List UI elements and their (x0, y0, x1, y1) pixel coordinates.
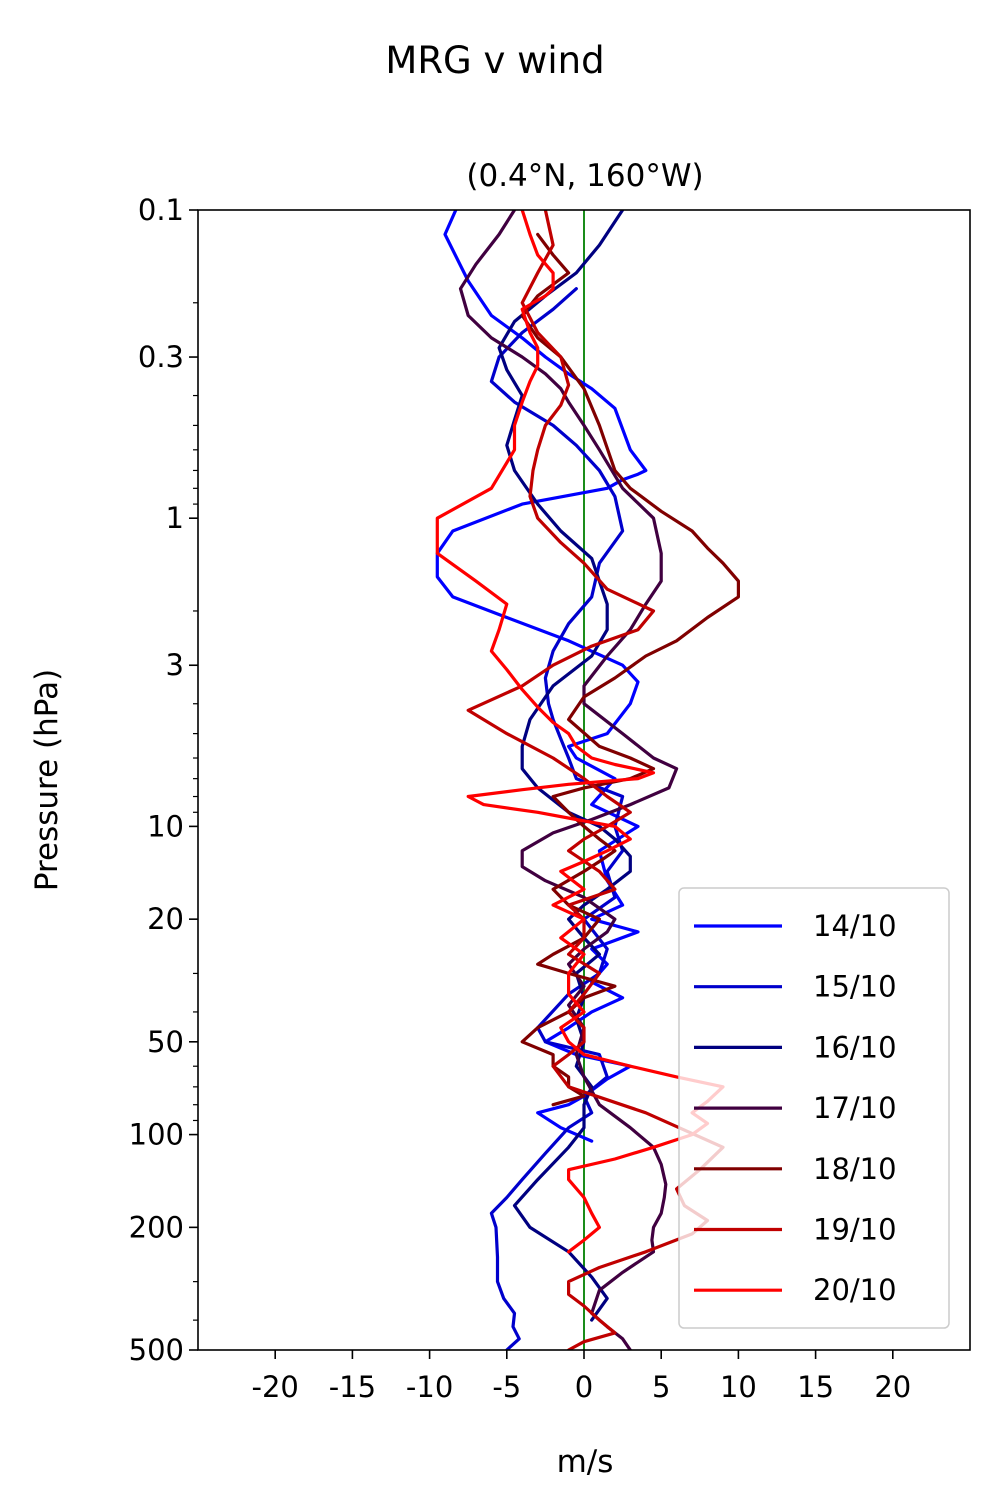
series-line-3 (497, 210, 632, 1322)
x-tick-label: -20 (252, 1370, 299, 1404)
y-tick-label: 1 (166, 501, 184, 535)
y-tick-label: 200 (129, 1210, 184, 1244)
y-tick-label: 100 (129, 1118, 184, 1152)
x-tick-label: -5 (492, 1370, 521, 1404)
y-tick-label: 0.3 (138, 340, 184, 374)
x-tick-label: 10 (720, 1370, 757, 1404)
legend-box (678, 887, 950, 1329)
axes-title: (0.4°N, 160°W) (466, 158, 703, 194)
y-tick-label: 20 (147, 902, 184, 936)
y-axis: 0.1 0.3 1 3 10 20 50 100 200 500 (129, 193, 198, 1367)
series-line-2 (489, 287, 625, 1350)
legend-label: 17/10 (813, 1091, 897, 1125)
y-tick-label: 3 (166, 648, 184, 682)
legend-label: 14/10 (813, 909, 897, 943)
legend-label: 16/10 (813, 1030, 897, 1064)
y-tick-label: 50 (147, 1025, 184, 1059)
legend: 14/10 15/10 16/10 17/10 18/10 19/10 20/10 (678, 887, 950, 1329)
figure-title: MRG v wind (385, 39, 604, 82)
x-tick-label: 15 (797, 1370, 834, 1404)
y-tick-label: 0.1 (138, 193, 184, 227)
y-axis-label: Pressure (hPa) (29, 669, 65, 891)
x-axis: -20 -15 -10 -5 0 5 10 15 20 (252, 1350, 911, 1404)
x-tick-label: 5 (652, 1370, 670, 1404)
legend-label: 18/10 (813, 1152, 897, 1186)
x-tick-label: -10 (406, 1370, 453, 1404)
x-tick-label: 20 (874, 1370, 911, 1404)
legend-label: 15/10 (813, 970, 897, 1004)
plot-area (435, 210, 741, 1350)
series-line-4 (458, 210, 679, 1350)
y-tick-label: 10 (147, 809, 184, 843)
series-line-1 (435, 210, 648, 1143)
x-axis-label: m/s (557, 1444, 614, 1480)
legend-label: 19/10 (813, 1213, 897, 1247)
y-tick-label: 500 (129, 1333, 184, 1367)
x-tick-label: -15 (329, 1370, 376, 1404)
x-tick-label: 0 (575, 1370, 593, 1404)
legend-label: 20/10 (813, 1273, 897, 1307)
